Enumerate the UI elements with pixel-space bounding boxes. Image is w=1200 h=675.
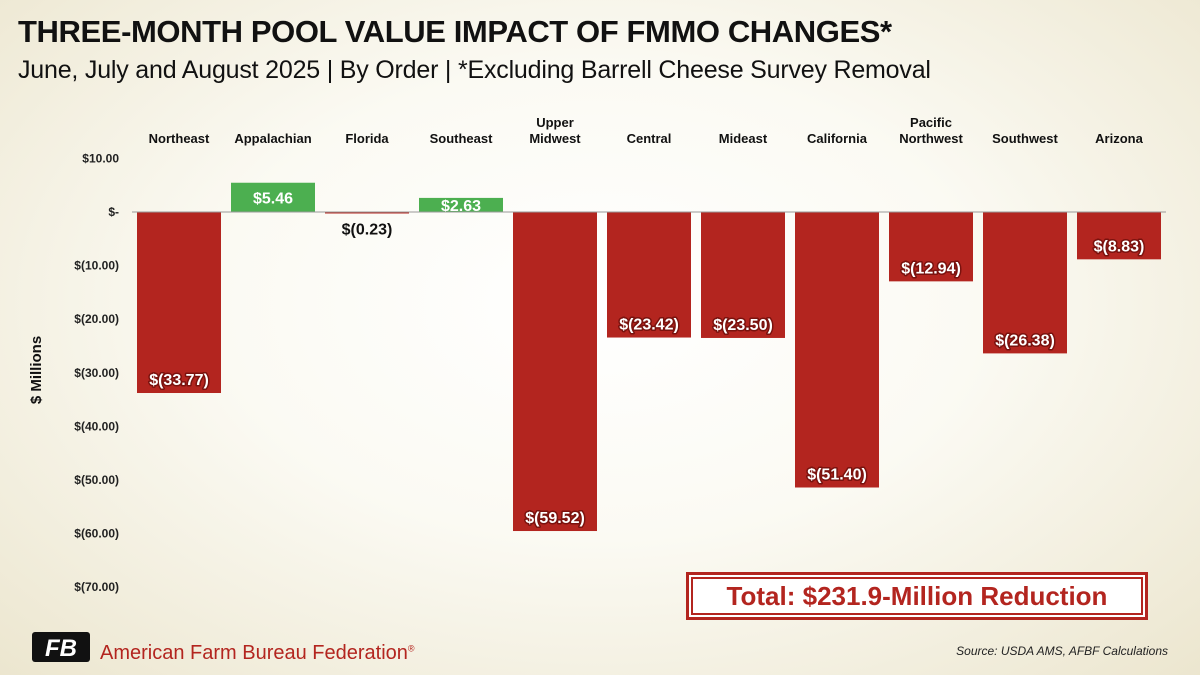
y-tick-label: $- <box>108 205 119 219</box>
bar-chart: $10.00 $- $(10.00) $(20.00) $(30.00) $(40.00)… <box>28 115 1166 594</box>
category-label-line: Northeast <box>149 131 210 146</box>
bar-value-label-shadow: $(59.52) <box>525 510 585 527</box>
category-label-line: Upper <box>536 115 574 130</box>
chart-subtitle: June, July and August 2025 | By Order | … <box>18 56 931 84</box>
bar-value-label: $(26.38) <box>995 332 1055 349</box>
bar-value-label-shadow: $(51.40) <box>807 467 867 484</box>
category-label: Upper Midwest <box>529 115 581 146</box>
bar <box>701 212 785 338</box>
category-label-line: Southwest <box>992 131 1058 146</box>
y-tick-label: $(70.00) <box>74 580 119 594</box>
category-label-line: Florida <box>345 131 389 146</box>
bar-value-label: $(33.77) <box>149 372 209 389</box>
category-label-line: Central <box>627 131 672 146</box>
bar <box>1077 212 1161 260</box>
category-label: Northeast <box>149 131 210 146</box>
organization-name: American Farm Bureau Federation® <box>100 642 415 665</box>
category-label-line: Arizona <box>1095 131 1143 146</box>
bar <box>231 182 315 212</box>
bar <box>607 212 691 338</box>
category-label-line: Southeast <box>430 131 494 146</box>
bar-value-label: $(59.52) <box>525 510 585 527</box>
y-tick-label: $(40.00) <box>74 419 119 433</box>
afbf-logo-icon: FB <box>32 632 90 662</box>
category-label: Appalachian <box>234 131 311 146</box>
bar-value-label-shadow: $(23.42) <box>619 317 679 334</box>
bar-value-label: $5.46 <box>253 190 293 207</box>
category-label-line: Northwest <box>899 131 963 146</box>
category-label: Florida <box>345 131 389 146</box>
category-label: Southwest <box>992 131 1058 146</box>
category-label: Pacific Northwest <box>899 115 963 146</box>
category-label: California <box>807 131 868 146</box>
bar-value-label: $(51.40) <box>807 467 867 484</box>
bar-value-label: $2.63 <box>441 198 481 215</box>
bar <box>325 212 409 214</box>
bar <box>513 212 597 532</box>
bar-value-label: $(23.42) <box>619 317 679 334</box>
category-label: Mideast <box>719 131 768 146</box>
bar <box>983 212 1067 354</box>
bar <box>137 212 221 394</box>
category-label: Southeast <box>430 131 494 146</box>
organization-name-text: American Farm Bureau Federation <box>100 642 408 664</box>
category-label-line: California <box>807 131 868 146</box>
y-tick-label: $(20.00) <box>74 312 119 326</box>
bar-value-label-shadow: $(26.38) <box>995 332 1055 349</box>
y-tick-label: $(30.00) <box>74 366 119 380</box>
chart-title: THREE-MONTH POOL VALUE IMPACT OF FMMO CH… <box>18 14 892 49</box>
bar-value-label-shadow: $(33.77) <box>149 372 209 389</box>
y-tick-label: $(60.00) <box>74 527 119 541</box>
bar-value-label: $(23.50) <box>713 317 773 334</box>
registered-mark: ® <box>407 643 415 654</box>
category-label: Central <box>627 131 672 146</box>
category-label: Arizona <box>1095 131 1143 146</box>
category-label-line: Mideast <box>719 131 768 146</box>
bar <box>889 212 973 282</box>
category-label-line: Pacific <box>910 115 952 130</box>
logo-text: FB <box>45 635 77 662</box>
category-label-line: Midwest <box>529 131 581 146</box>
category-label-line: Appalachian <box>234 131 311 146</box>
bar-value-label-shadow: $(23.50) <box>713 317 773 334</box>
y-axis-label: $ Millions <box>28 336 45 404</box>
source-note: Source: USDA AMS, AFBF Calculations <box>956 644 1168 658</box>
bar-value-label: $(0.23) <box>342 222 393 239</box>
total-annotation: Total: $231.9-Million Reduction <box>686 572 1148 620</box>
y-tick-label: $10.00 <box>82 151 119 165</box>
bar-value-label: $(8.83) <box>1094 238 1145 255</box>
bar <box>795 212 879 488</box>
y-tick-label: $(10.00) <box>74 259 119 273</box>
bar-value-label: $(12.94) <box>901 260 961 277</box>
bar <box>419 197 503 212</box>
bar-value-label-shadow: $(12.94) <box>901 260 961 277</box>
bar-value-label-shadow: $(8.83) <box>1094 238 1145 255</box>
y-tick-label: $(50.00) <box>74 473 119 487</box>
